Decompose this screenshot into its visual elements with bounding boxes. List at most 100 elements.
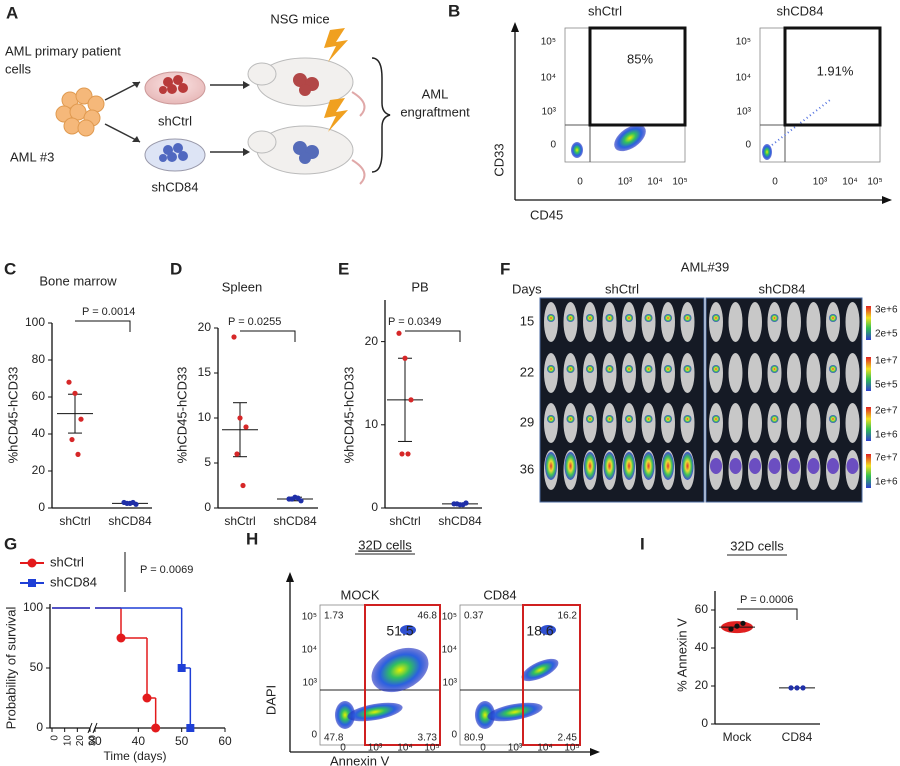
gate-percent: 85% <box>627 51 653 66</box>
point <box>728 626 734 632</box>
signal <box>829 314 837 322</box>
f-title: AML#39 <box>681 259 729 274</box>
gate <box>364 604 441 746</box>
signal <box>770 365 779 373</box>
point <box>130 499 136 506</box>
chart-title: Bone marrow <box>39 273 117 288</box>
plot-frame <box>759 27 881 163</box>
mouse <box>806 403 821 443</box>
signal <box>846 458 859 474</box>
x-tick-label: 0 <box>577 177 583 188</box>
signal <box>768 458 781 474</box>
gate <box>783 26 882 127</box>
signal <box>605 365 614 373</box>
y-tick-label: 20 <box>198 320 212 334</box>
color-scale <box>866 306 871 340</box>
panel-label: G <box>4 534 17 553</box>
days-label: Days <box>512 281 542 296</box>
x-label: Time (days) <box>104 749 167 763</box>
gate-percent: 1.91% <box>817 63 854 78</box>
panel-label: E <box>338 259 349 278</box>
source-label: cells <box>5 61 32 76</box>
y-tick-label: 20 <box>365 334 379 348</box>
signal <box>807 458 820 474</box>
annotation: P = 0.0255 <box>228 316 281 328</box>
gate <box>588 26 687 127</box>
density <box>540 625 556 635</box>
signal <box>545 452 557 480</box>
y-tick-label: 10³ <box>443 678 458 689</box>
point <box>740 620 746 626</box>
signal <box>623 452 635 480</box>
day-label: 29 <box>520 414 534 429</box>
legend-label: shCD84 <box>50 574 97 589</box>
y-tick-label: 15 <box>198 365 212 379</box>
signal <box>644 365 653 373</box>
point <box>734 623 740 629</box>
bracket <box>75 320 131 332</box>
signal <box>712 365 720 373</box>
signal <box>770 415 779 423</box>
y-tick-label: 100 <box>23 600 43 614</box>
annotation: P = 0.0349 <box>388 316 441 328</box>
y-tick-label: 60 <box>695 602 709 616</box>
y-tick-label: 0 <box>745 140 751 151</box>
h-title: 32D cells <box>358 537 412 552</box>
legend-marker <box>28 579 36 587</box>
signal <box>586 415 594 423</box>
density <box>400 625 416 635</box>
y-tick-label: 10 <box>198 410 212 424</box>
scale-label: 2e+5 <box>875 329 898 340</box>
density <box>371 647 429 693</box>
x-tick-label: 10³ <box>813 177 828 188</box>
signal <box>625 365 633 373</box>
signal <box>603 452 616 480</box>
y-tick-label: 10⁴ <box>302 645 317 656</box>
point <box>72 390 78 396</box>
density <box>347 702 403 722</box>
x-tick-label: 10⁴ <box>537 743 552 754</box>
mouse <box>748 403 762 443</box>
plot-title: MOCK <box>341 587 380 602</box>
y-tick-label: 100 <box>25 315 45 329</box>
point <box>243 424 249 430</box>
mouse <box>845 353 860 393</box>
point <box>788 685 794 691</box>
day-label: 22 <box>520 364 534 379</box>
point <box>75 451 81 457</box>
y-tick-label: 5 <box>204 455 211 469</box>
density <box>487 702 543 722</box>
chart-title: Spleen <box>222 279 262 294</box>
signal <box>683 365 692 373</box>
y-tick-label: 0 <box>451 730 457 741</box>
bracket <box>240 330 296 342</box>
quadrant-value: 80.9 <box>464 733 484 744</box>
point <box>454 501 460 507</box>
y-tick-label: 0 <box>204 500 211 514</box>
point <box>794 685 800 691</box>
x-tick-label: 0 <box>50 735 61 741</box>
panel-label: A <box>6 3 18 22</box>
signal <box>566 415 575 423</box>
point <box>408 397 414 403</box>
signal <box>710 458 722 474</box>
y-tick-label: 0 <box>701 716 708 730</box>
annotation: P = 0.0069 <box>140 564 193 576</box>
y-tick-label: 0 <box>36 720 43 734</box>
group-label: shCtrl <box>605 281 639 296</box>
signal <box>829 365 837 373</box>
quadrant-value: 2.45 <box>558 733 578 744</box>
scale-label: 7e+7 <box>875 453 898 464</box>
y-tick-label: 40 <box>695 640 709 654</box>
outcome-label: AML <box>422 86 449 101</box>
annotation: P = 0.0014 <box>82 306 135 318</box>
signal <box>829 415 837 423</box>
quadrant-value: 46.8 <box>418 611 438 622</box>
signal <box>683 314 692 322</box>
quadrant-value: 1.73 <box>324 611 344 622</box>
x-tick-label: 10⁴ <box>647 177 662 188</box>
y-tick-label: 10³ <box>303 678 318 689</box>
y-label: DAPI <box>263 685 278 715</box>
marker <box>186 724 195 732</box>
